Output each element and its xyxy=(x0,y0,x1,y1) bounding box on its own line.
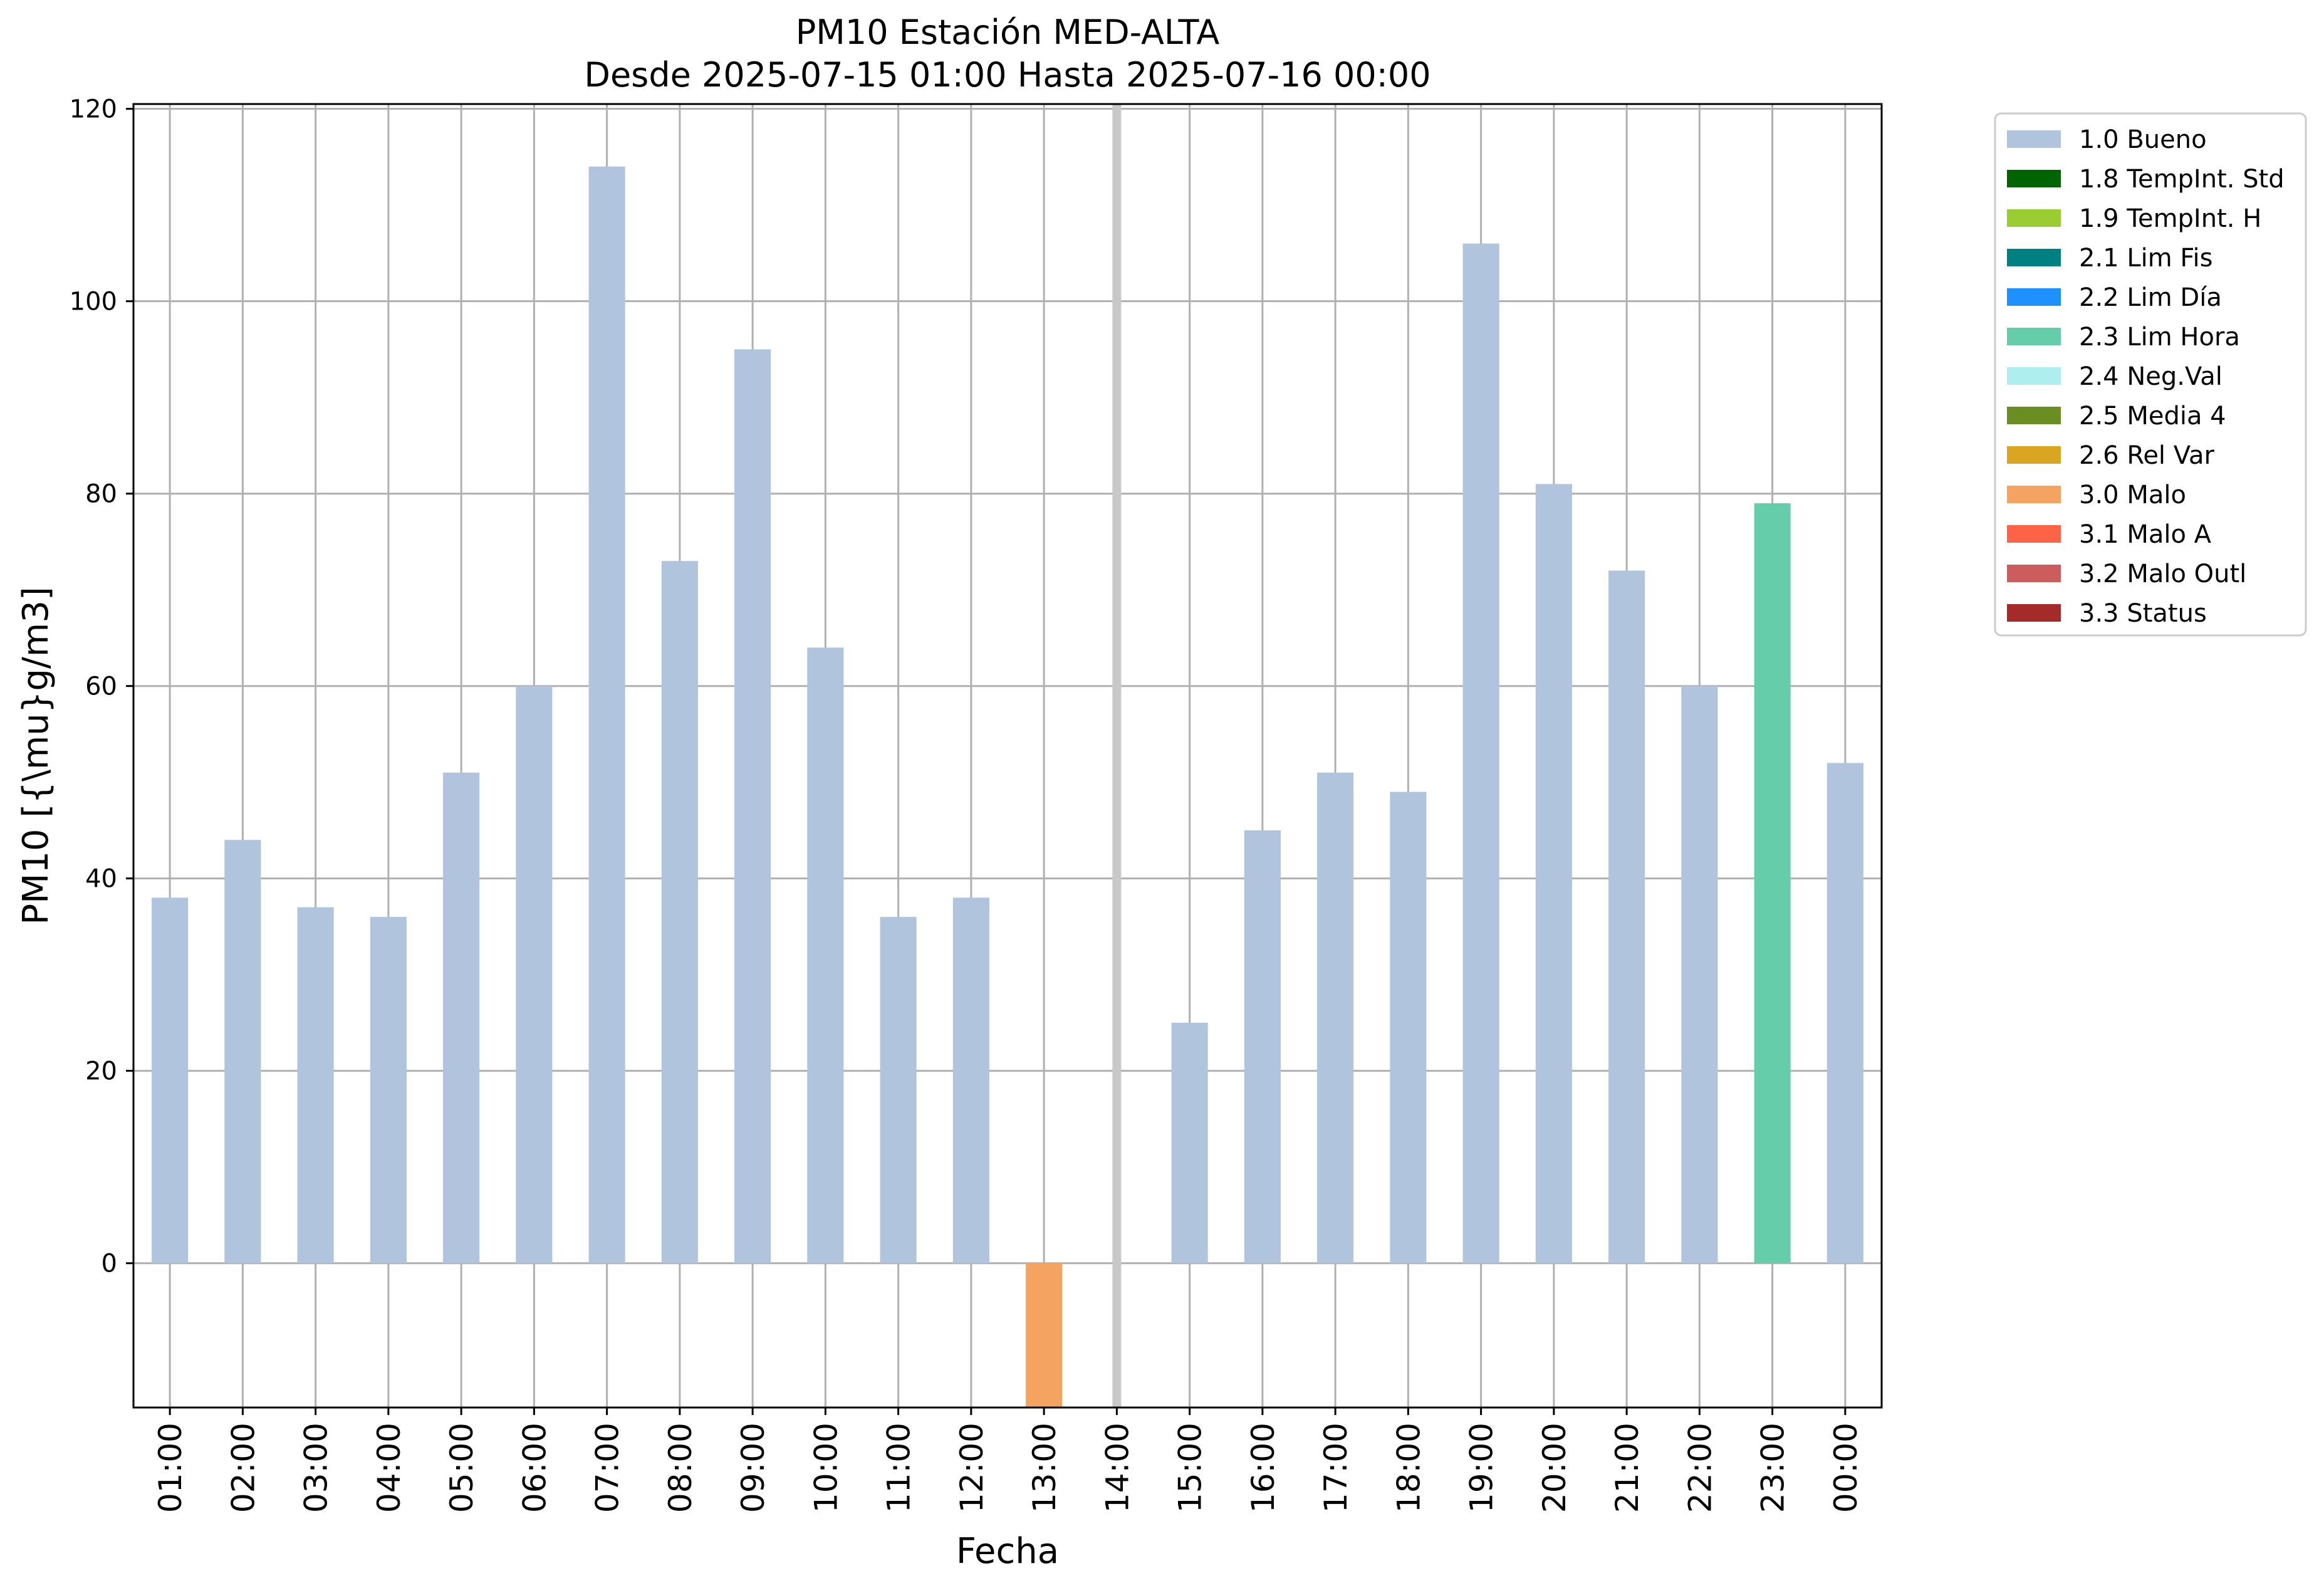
legend-items: 1.0 Bueno 1.8 TempInt. Std 1.9 TempInt. H 2… xyxy=(2007,125,2285,628)
x-tick-label: 13:00 xyxy=(1026,1423,1063,1513)
x-tick-label: 05:00 xyxy=(444,1423,480,1513)
legend-swatch xyxy=(2007,486,2061,503)
bar-1300 xyxy=(1026,1263,1063,1408)
x-tick-label: 16:00 xyxy=(1245,1423,1281,1513)
legend-label: 3.2 Malo Outl xyxy=(2079,560,2246,588)
bar-1500 xyxy=(1171,1022,1208,1263)
legend-swatch xyxy=(2007,130,2061,148)
y-tick-label: 80 xyxy=(85,480,117,509)
x-tick-label: 06:00 xyxy=(516,1423,553,1513)
bar-2200 xyxy=(1681,686,1718,1263)
bar-0900 xyxy=(734,349,771,1263)
legend-swatch xyxy=(2007,407,2061,424)
x-tick-label: 00:00 xyxy=(1828,1423,1864,1513)
y-axis-label: PM10 [{\mu}g/m3] xyxy=(16,587,56,925)
x-tick-label: 19:00 xyxy=(1464,1423,1500,1513)
legend-swatch xyxy=(2007,209,2061,227)
y-tick-label: 60 xyxy=(85,672,117,701)
x-tick-label: 17:00 xyxy=(1318,1423,1354,1513)
legend-label: 2.1 Lim Fis xyxy=(2079,244,2212,273)
legend-label: 2.5 Media 4 xyxy=(2079,402,2226,431)
bar-2000 xyxy=(1535,484,1572,1263)
x-tick-label: 10:00 xyxy=(808,1423,844,1513)
x-tick-label: 03:00 xyxy=(298,1423,335,1513)
legend-swatch xyxy=(2007,170,2061,187)
legend-label: 1.8 TempInt. Std xyxy=(2079,165,2285,194)
bars xyxy=(152,104,1863,1408)
bar-0500 xyxy=(443,772,480,1263)
y-tick-label: 20 xyxy=(85,1057,117,1086)
y-tick-label: 100 xyxy=(70,288,117,316)
x-tick-label: 18:00 xyxy=(1390,1423,1427,1513)
legend-swatch xyxy=(2007,249,2061,266)
y-tick-label: 0 xyxy=(102,1250,117,1278)
legend-swatch xyxy=(2007,328,2061,345)
x-axis-ticks: 01:00 02:00 03:00 04:00 05:00 06:00 07:00 08:00… xyxy=(152,1408,1864,1513)
legend-label: 2.2 Lim Día xyxy=(2079,283,2222,312)
bar-0000 xyxy=(1826,763,1863,1263)
legend-swatch xyxy=(2007,565,2061,582)
bar-0200 xyxy=(224,840,261,1263)
y-axis-ticks: 0 20 40 60 80 100 120 xyxy=(70,95,133,1278)
x-tick-label: 11:00 xyxy=(881,1423,917,1513)
legend: 1.0 Bueno 1.8 TempInt. Std 1.9 TempInt. H 2… xyxy=(1994,112,2307,637)
bar-0400 xyxy=(370,917,407,1263)
bar-0800 xyxy=(661,561,698,1263)
bar-1100 xyxy=(880,917,917,1263)
bar-1700 xyxy=(1317,772,1354,1263)
x-tick-label: 23:00 xyxy=(1755,1423,1791,1513)
x-axis-label: Fecha xyxy=(956,1531,1059,1572)
bar-1200 xyxy=(952,897,989,1263)
y-tick-label: 120 xyxy=(70,95,117,124)
x-tick-label: 22:00 xyxy=(1682,1423,1718,1513)
x-tick-label: 12:00 xyxy=(954,1423,990,1513)
bar-2300 xyxy=(1754,503,1791,1263)
bar-2100 xyxy=(1608,570,1645,1263)
x-tick-label: 15:00 xyxy=(1172,1423,1209,1513)
legend-label: 3.1 Malo A xyxy=(2079,520,2212,549)
bar-0700 xyxy=(588,166,625,1263)
x-tick-label: 01:00 xyxy=(152,1423,189,1513)
x-tick-label: 04:00 xyxy=(371,1423,407,1513)
x-tick-label: 21:00 xyxy=(1609,1423,1645,1513)
bar-1800 xyxy=(1390,791,1427,1263)
plot-frame xyxy=(132,103,1883,1409)
x-tick-label: 09:00 xyxy=(735,1423,771,1513)
legend-swatch xyxy=(2007,446,2061,464)
bar-0300 xyxy=(297,907,334,1263)
legend-label: 1.9 TempInt. H xyxy=(2079,204,2261,233)
x-tick-label: 20:00 xyxy=(1536,1423,1573,1513)
legend-label: 2.4 Neg.Val xyxy=(2079,362,2222,391)
x-tick-label: 07:00 xyxy=(590,1423,626,1513)
x-tick-label: 14:00 xyxy=(1099,1423,1135,1513)
bar-1000 xyxy=(807,647,844,1263)
x-tick-label: 02:00 xyxy=(225,1423,261,1513)
bar-1600 xyxy=(1244,830,1281,1263)
legend-label: 2.6 Rel Var xyxy=(2079,441,2215,470)
y-tick-label: 40 xyxy=(85,865,117,894)
legend-label: 3.3 Status xyxy=(2079,599,2207,628)
bar-0100 xyxy=(152,897,189,1263)
legend-label: 3.0 Malo xyxy=(2079,481,2186,509)
legend-swatch xyxy=(2007,525,2061,543)
legend-frame xyxy=(1994,112,2307,637)
bar-0600 xyxy=(516,686,553,1263)
x-tick-label: 08:00 xyxy=(662,1423,699,1513)
bar-1900 xyxy=(1462,243,1499,1263)
legend-swatch xyxy=(2007,604,2061,622)
legend-swatch xyxy=(2007,367,2061,385)
legend-swatch xyxy=(2007,288,2061,306)
chart-subtitle: Desde 2025-07-15 01:00 Hasta 2025-07-16 … xyxy=(584,55,1430,95)
chart-title: PM10 Estación MED-ALTA xyxy=(796,13,1220,52)
legend-label: 1.0 Bueno xyxy=(2079,125,2207,154)
missing-data-marker xyxy=(1112,104,1122,1408)
legend-label: 2.3 Lim Hora xyxy=(2079,323,2240,352)
